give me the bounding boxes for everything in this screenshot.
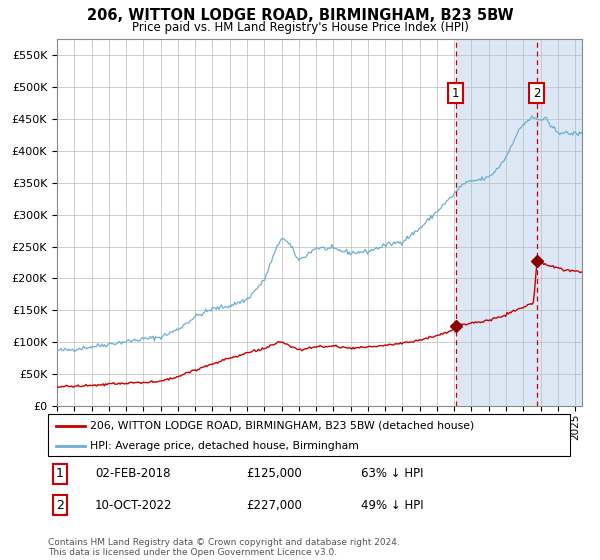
Text: 10-OCT-2022: 10-OCT-2022: [95, 498, 172, 512]
Text: £227,000: £227,000: [247, 498, 302, 512]
Text: 63% ↓ HPI: 63% ↓ HPI: [361, 468, 424, 480]
Text: 206, WITTON LODGE ROAD, BIRMINGHAM, B23 5BW (detached house): 206, WITTON LODGE ROAD, BIRMINGHAM, B23 …: [90, 421, 474, 431]
Text: 2: 2: [533, 87, 541, 100]
Text: 206, WITTON LODGE ROAD, BIRMINGHAM, B23 5BW: 206, WITTON LODGE ROAD, BIRMINGHAM, B23 …: [86, 8, 514, 24]
Text: 1: 1: [56, 468, 64, 480]
Bar: [455, 39, 590, 406]
Text: Price paid vs. HM Land Registry's House Price Index (HPI): Price paid vs. HM Land Registry's House …: [131, 21, 469, 34]
Text: 1: 1: [452, 87, 460, 100]
Text: 2: 2: [56, 498, 64, 512]
Text: Contains HM Land Registry data © Crown copyright and database right 2024.
This d: Contains HM Land Registry data © Crown c…: [48, 538, 400, 557]
Text: £125,000: £125,000: [247, 468, 302, 480]
Text: HPI: Average price, detached house, Birmingham: HPI: Average price, detached house, Birm…: [90, 441, 359, 451]
Text: 49% ↓ HPI: 49% ↓ HPI: [361, 498, 424, 512]
Text: 02-FEB-2018: 02-FEB-2018: [95, 468, 170, 480]
